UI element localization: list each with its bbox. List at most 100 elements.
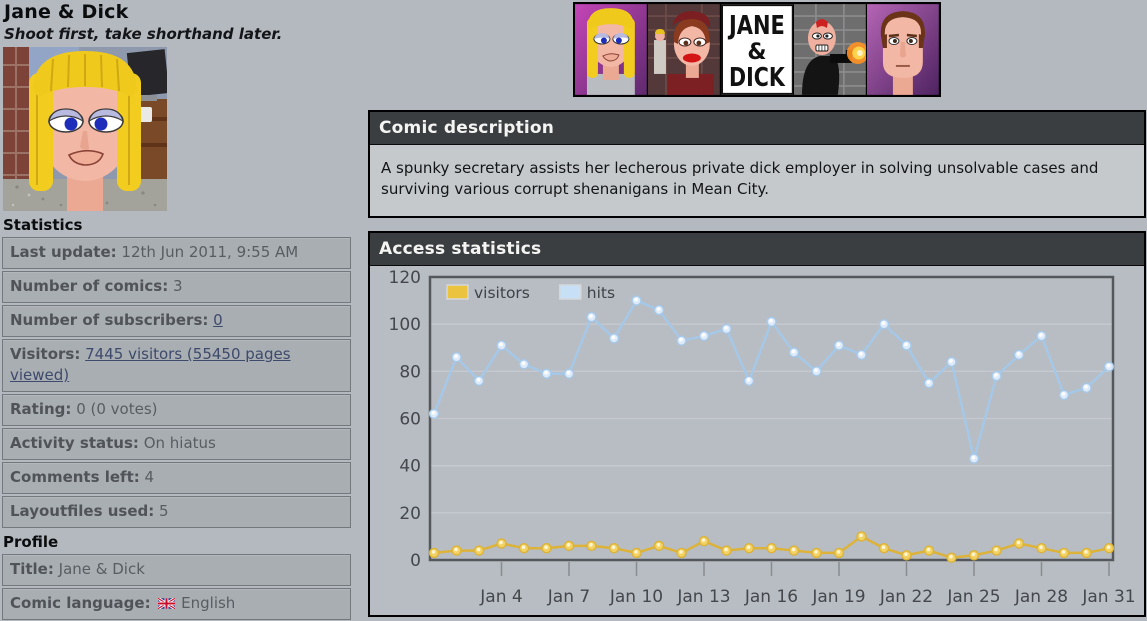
x-tick-label: Jan 13 <box>676 587 730 607</box>
description-panel-header: Comic description <box>370 112 1144 145</box>
data-point-highlight <box>656 307 661 311</box>
subscribers-link[interactable]: 0 <box>213 311 223 329</box>
data-point-highlight <box>611 545 616 550</box>
x-tick-label: Jan 10 <box>609 587 663 607</box>
stat-value: Jane & Dick <box>58 560 145 578</box>
stat-row: Activity status: On hiatus <box>2 428 351 460</box>
x-tick-label: Jan 22 <box>879 587 933 607</box>
visitors-link[interactable]: 7445 visitors (55450 pages viewed) <box>10 345 291 384</box>
profile-rows: Title: Jane & Dick Comic language: Englis… <box>0 554 351 621</box>
statistics-heading: Statistics <box>3 216 83 234</box>
comic-tagline: Shoot first, take shorthand later. <box>4 25 283 43</box>
y-tick-label: 40 <box>399 457 421 477</box>
profile-heading: Profile <box>3 533 59 551</box>
data-point-highlight <box>791 547 796 552</box>
x-tick-label: Jan 31 <box>1081 587 1135 607</box>
stat-row: Comic language: English <box>2 588 351 620</box>
stat-label: Number of subscribers: <box>10 311 209 329</box>
y-tick-label: 0 <box>410 551 421 571</box>
stat-label: Title: <box>10 560 54 578</box>
data-point-highlight <box>454 547 458 552</box>
data-point-highlight <box>431 550 436 554</box>
data-point-highlight <box>814 368 818 373</box>
data-point-highlight <box>904 552 908 557</box>
data-point-highlight <box>566 543 571 547</box>
data-point-highlight <box>611 335 616 340</box>
stat-row: Last update: 12th Jun 2011, 9:55 AM <box>2 237 351 269</box>
data-point-highlight <box>1084 550 1088 554</box>
data-point-highlight <box>836 342 841 347</box>
description-panel: Comic description A spunky secretary ass… <box>368 110 1146 218</box>
data-point-highlight <box>1106 363 1111 368</box>
data-point-highlight <box>589 314 593 318</box>
data-point-highlight <box>454 354 458 358</box>
banner-panel-gunman <box>794 4 867 95</box>
y-tick-label: 60 <box>399 410 421 430</box>
data-point-highlight <box>904 342 908 347</box>
stat-row: Layoutfiles used: 5 <box>2 496 351 528</box>
data-point-highlight <box>971 552 976 557</box>
y-tick-label: 100 <box>389 315 421 335</box>
stat-value: 3 <box>173 277 183 295</box>
legend-label-visitors: visitors <box>474 284 530 302</box>
line-chart: 0 20 40 60 80 100 120 Jan 4 Jan 7 Jan 10 Jan 13 Jan… <box>389 268 1136 607</box>
stat-label: Visitors: <box>10 345 81 363</box>
data-point-highlight <box>544 545 548 550</box>
stat-value: 4 <box>144 468 155 486</box>
data-point-highlight <box>1061 550 1066 554</box>
access-statistics-panel: Access statistics 0 20 40 60 80 100 120 Jan 4 Ja… <box>368 231 1146 617</box>
data-point-highlight <box>521 361 526 366</box>
data-point-highlight <box>679 337 683 342</box>
data-point-highlight <box>1039 333 1043 337</box>
data-point-highlight <box>746 377 751 382</box>
data-point-highlight <box>1016 352 1021 356</box>
comic-avatar-image <box>3 47 170 211</box>
data-point-highlight <box>724 547 728 552</box>
stat-row: Visitors: 7445 visitors (55450 pages vie… <box>2 339 351 392</box>
banner-title-line3: DICK <box>729 63 786 93</box>
data-point-highlight <box>881 545 886 550</box>
uk-flag-icon <box>158 598 176 609</box>
data-point-highlight <box>881 321 886 325</box>
data-point-highlight <box>1084 385 1088 389</box>
legend-swatch-hits <box>559 284 582 300</box>
data-point-highlight <box>949 359 953 363</box>
avatar-illustration <box>3 47 170 211</box>
comic-banner: JANE & DICK <box>573 2 941 97</box>
stat-row: Rating: 0 (0 votes) <box>2 394 351 426</box>
data-point-highlight <box>971 455 976 460</box>
stat-label: Activity status: <box>10 434 139 452</box>
data-point-highlight <box>994 547 998 552</box>
x-tick-label: Jan 25 <box>946 587 1000 607</box>
stat-label: Comments left: <box>10 468 140 486</box>
legend-label-hits: hits <box>587 284 615 302</box>
data-point-highlight <box>769 319 773 323</box>
y-tick-label: 120 <box>389 268 421 288</box>
data-point-highlight <box>791 349 796 354</box>
data-point-highlight <box>431 410 436 415</box>
data-point-highlight <box>724 326 728 330</box>
data-point-highlight <box>926 380 931 384</box>
data-point-highlight <box>1106 545 1111 550</box>
description-text: A spunky secretary assists her lecherous… <box>370 145 1144 216</box>
y-tick-label: 80 <box>399 362 421 382</box>
statistics-rows: Last update: 12th Jun 2011, 9:55 AM Numbe… <box>0 237 351 528</box>
data-point-highlight <box>701 538 706 542</box>
page-title: Jane & Dick <box>4 1 129 23</box>
data-point-highlight <box>476 547 481 552</box>
x-tick-label: Jan 16 <box>744 587 798 607</box>
stat-label: Comic language: <box>10 594 151 612</box>
data-point-highlight <box>1016 540 1021 545</box>
banner-title-line1: JANE <box>727 11 784 41</box>
data-point-highlight <box>634 297 638 302</box>
banner-panel-beret-woman <box>647 4 720 95</box>
data-point-highlight <box>769 545 773 550</box>
banner-panel-dick <box>867 4 939 95</box>
stat-value: English <box>181 594 236 612</box>
stat-value: On hiatus <box>143 434 216 452</box>
data-point-highlight <box>476 377 481 382</box>
banner-title-line2: & <box>747 40 766 65</box>
data-point-highlight <box>814 550 818 554</box>
stat-row: Title: Jane & Dick <box>2 554 351 586</box>
stat-label: Number of comics: <box>10 277 169 295</box>
